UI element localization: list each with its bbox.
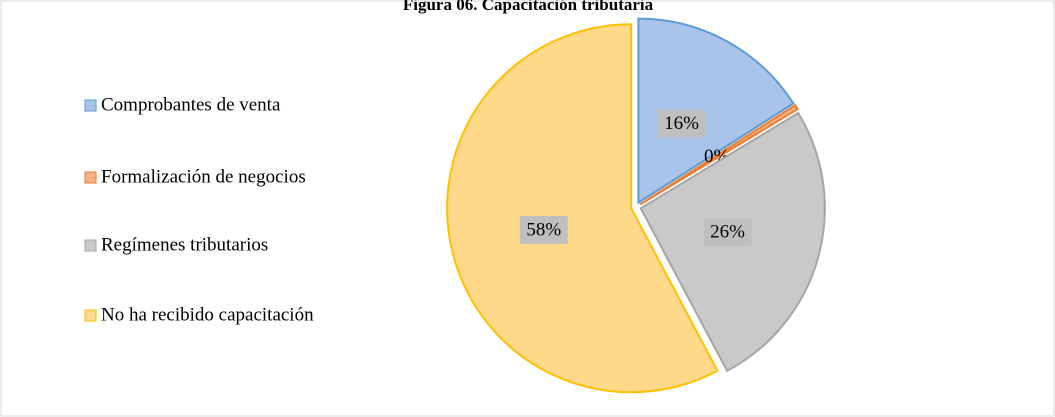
pie-slice — [446, 23, 719, 394]
data-label-box — [703, 218, 752, 247]
legend-label: Regímenes tributarios — [101, 234, 268, 255]
legend-swatch — [84, 239, 97, 252]
data-label-box — [519, 215, 568, 244]
legend-swatch — [84, 309, 97, 322]
data-label: 16% — [664, 113, 699, 134]
legend-label: Comprobantes de venta — [101, 94, 281, 115]
legend-label: Formalización de negocios — [101, 166, 306, 187]
data-label: 58% — [526, 219, 561, 240]
chart-title: Figura 06. Capacitación tributaria — [403, 0, 654, 14]
data-label-box — [657, 109, 706, 138]
pie-slice — [637, 17, 795, 205]
data-label: 26% — [710, 222, 745, 243]
legend-label: No ha recibido capacitación — [101, 304, 314, 325]
pie-slice — [639, 103, 800, 206]
legend-swatch — [84, 99, 97, 112]
legend-swatch — [84, 171, 97, 184]
